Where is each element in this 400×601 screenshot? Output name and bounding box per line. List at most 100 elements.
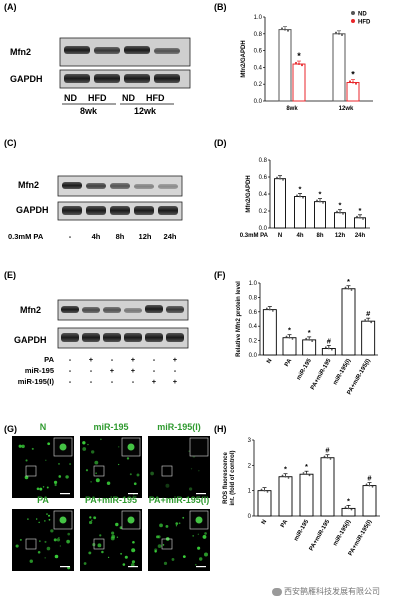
- inset-cell: [127, 443, 135, 451]
- panel-letter: (H): [214, 424, 227, 434]
- data-point: [330, 348, 333, 351]
- cell-dot: [126, 457, 130, 460]
- treatment-row-label: PA: [44, 355, 54, 364]
- data-point: [371, 485, 374, 488]
- data-point: [308, 338, 311, 341]
- data-point: [281, 27, 283, 30]
- time-label-12wk: 12wk: [134, 106, 157, 116]
- legend-label: HFD: [358, 20, 371, 26]
- significance-mark: *: [297, 51, 301, 61]
- panel-letter: (B): [214, 2, 227, 12]
- inset-cell: [59, 443, 67, 451]
- cell-dot: [188, 450, 190, 452]
- x-tick-label: 24h: [355, 233, 366, 239]
- cell-dot: [82, 441, 86, 445]
- bar: [341, 507, 356, 517]
- cell-dot: [188, 487, 193, 491]
- data-point: [326, 456, 329, 459]
- blot-label-mfn2-e: Mfn2: [20, 305, 41, 315]
- cell-dot: [115, 522, 119, 527]
- treatment-sign: -: [69, 366, 72, 375]
- treatment-sign: +: [110, 366, 115, 375]
- data-point: [344, 286, 347, 289]
- data-point: [266, 490, 269, 493]
- data-point: [305, 473, 308, 476]
- western-blot-a: [59, 37, 191, 89]
- data-point: [336, 210, 338, 213]
- chart-h: (H) 0 1 2 3 ROS fluorescence int. (fold of con…: [214, 424, 380, 557]
- cell-dot: [45, 459, 47, 461]
- chart-d: (D) 0.0 0.2 0.4 0.6 0.8 Mfn2/GAPDH N * 4h * 8h * 12h *…: [214, 138, 370, 239]
- cell-dot: [178, 522, 181, 525]
- cell-dot: [36, 487, 40, 491]
- treatment-sign: -: [69, 377, 72, 386]
- significance-mark: #: [327, 337, 332, 346]
- cell-dot: [39, 487, 43, 491]
- cell-dot: [85, 469, 89, 472]
- data-point: [268, 308, 271, 311]
- image-label: miR-195(I): [157, 422, 201, 432]
- bar: [354, 217, 366, 229]
- treatment-sign: +: [173, 377, 178, 386]
- y-axis-label: Relative Mfn2 protein level: [236, 281, 242, 357]
- cell-dot: [131, 560, 136, 564]
- significance-mark: #: [367, 474, 372, 483]
- cell-dot: [124, 555, 128, 559]
- cell-dot: [132, 540, 135, 544]
- image-label: PA: [37, 495, 49, 505]
- panel-letter-c: (C): [4, 138, 17, 148]
- data-point: [338, 32, 340, 35]
- image-label: PA+miR-195: [85, 495, 137, 505]
- cell-dot: [69, 463, 71, 465]
- cell-dot: [25, 459, 28, 462]
- cell-dot: [95, 478, 100, 483]
- roi-box: [161, 465, 173, 477]
- data-point: [350, 508, 353, 511]
- y-tick-label: 1.0: [249, 281, 258, 287]
- x-prefix-label: 0.3mM PA: [240, 233, 269, 239]
- cell-dot: [48, 514, 51, 517]
- cell-dot: [19, 538, 22, 541]
- data-point: [316, 199, 318, 202]
- blot-label-mfn2-a: Mfn2: [10, 47, 31, 57]
- treatment-row-label: miR-195: [25, 366, 54, 375]
- x-tick-label: 8h: [316, 233, 323, 239]
- cell-dot: [107, 556, 110, 558]
- cell-dot: [44, 520, 46, 522]
- treatment-table-e: PA - + - + - + miR-195 - - + + - - miR-195(I) - - - - + +: [18, 355, 178, 386]
- scale-bar: [128, 566, 138, 568]
- y-tick-label: 3: [248, 438, 252, 444]
- roi-box: [25, 465, 37, 477]
- significance-mark: *: [347, 496, 350, 505]
- cell-dot: [116, 536, 119, 538]
- cell-dot: [99, 534, 102, 537]
- y-tick-label: 0.4: [254, 65, 263, 71]
- cell-dot: [111, 531, 115, 535]
- data-point: [287, 477, 290, 479]
- panel-letter-e: (E): [4, 270, 16, 280]
- watermark-text: 西安鹊雁科技发展有限公司: [284, 587, 380, 596]
- data-point: [302, 472, 305, 474]
- cell-dot: [29, 559, 33, 563]
- y-tick-label: 0.8: [249, 295, 258, 301]
- significance-mark: *: [299, 185, 302, 194]
- cell-dot: [197, 546, 201, 550]
- lane-label-c-1: -: [69, 232, 72, 241]
- inset-cell: [59, 516, 67, 524]
- data-point: [284, 28, 286, 31]
- cell-dot: [175, 522, 179, 525]
- bar: [302, 339, 317, 356]
- y-tick-label: 0.2: [249, 339, 258, 345]
- data-point: [364, 319, 367, 321]
- cell-dot: [155, 535, 159, 539]
- cell-dot: [39, 540, 41, 542]
- bar: [314, 201, 326, 229]
- cell-dot: [194, 563, 197, 566]
- cell-dot: [15, 544, 19, 548]
- cell-dot: [131, 548, 136, 553]
- cell-dot: [106, 481, 111, 485]
- treatment-sign: +: [131, 366, 136, 375]
- bar: [257, 490, 272, 517]
- y-tick-label: 2: [248, 463, 252, 469]
- lane-label-a-1: ND: [64, 93, 77, 103]
